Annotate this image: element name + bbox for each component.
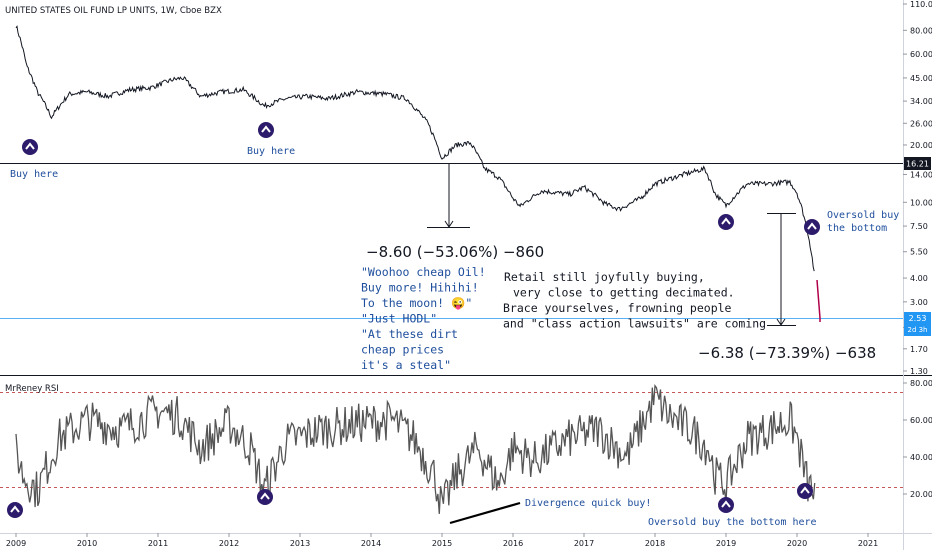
measure-arrow-2[interactable]	[767, 213, 796, 326]
price-tick-label: 80.00	[910, 26, 932, 35]
woohoo-line: "At these dirt	[361, 327, 458, 341]
measure-arrow-1[interactable]	[427, 163, 470, 228]
price-tick-label: 45.00	[910, 74, 932, 83]
price-crash-tail	[816, 279, 821, 322]
time-tick-label: 2012	[219, 539, 239, 548]
price-tick-label: 7.50	[910, 222, 928, 231]
buy-marker-icon[interactable]	[804, 219, 820, 235]
time-tick-label: 2015	[432, 539, 452, 548]
rsi-axis[interactable]: 80.00 60.00 40.00 20.00	[903, 379, 932, 499]
woohoo-line: Buy more! Hihihi!	[361, 281, 479, 295]
price-tick-label: 1.70	[910, 345, 928, 354]
retail-line: Retail still joyfully buying,	[504, 270, 705, 284]
woohoo-line: To the moon! 😜"	[361, 296, 472, 310]
price-tick-label: 4.00	[910, 274, 928, 283]
price-series-line	[15, 25, 815, 272]
rsi-title: MrReney RSI	[5, 384, 59, 394]
time-tick-label: 2011	[148, 539, 168, 548]
buy-marker-icon[interactable]	[7, 502, 23, 518]
chart-title: UNITED STATES OIL FUND LP UNITS, 1W, Cbo…	[5, 6, 222, 16]
retail-line: very close to getting decimated.	[513, 286, 735, 300]
price-tick-label: 10.00	[910, 198, 932, 207]
time-tick-label: 2009	[6, 539, 26, 548]
retail-line: and "class action lawsuits" are coming	[503, 317, 766, 331]
oversold-label-line-1: Oversold buy	[827, 210, 899, 221]
svg-text:16.21: 16.21	[906, 160, 929, 169]
woohoo-line: "Just HODL"	[361, 312, 437, 326]
price-tick-label: 60.00	[910, 50, 932, 59]
woohoo-line: cheap prices	[361, 343, 444, 357]
retail-line: Brace yourselves, frowning people	[503, 301, 732, 315]
price-tick-label: 5.50	[910, 248, 928, 257]
price-tick-label: 14.00	[910, 170, 932, 179]
buy-marker-icon[interactable]	[718, 214, 734, 230]
time-tick-label: 2010	[77, 539, 97, 548]
rsi-tick-label: 60.00	[910, 416, 932, 425]
rsi-tick-label: 40.00	[910, 453, 932, 462]
svg-text:2d 3h: 2d 3h	[907, 326, 927, 334]
buy-marker-icon[interactable]	[22, 139, 38, 155]
time-tick-label: 2013	[290, 539, 310, 548]
time-tick-label: 2017	[574, 539, 594, 548]
measure-label-2: −6.38 (−73.39%) −638	[698, 344, 876, 362]
buy-marker-icon[interactable]	[257, 489, 273, 505]
buy-marker-icon[interactable]	[797, 483, 813, 499]
price-tick-label: 20.00	[910, 141, 932, 150]
svg-text:2.53: 2.53	[909, 314, 927, 323]
rsi-tick-label: 80.00	[910, 379, 932, 388]
price-tick-label: 110.00	[910, 0, 932, 9]
retail-note: Retail still joyfully buying, very close …	[503, 270, 766, 331]
price-pane[interactable]	[0, 0, 903, 374]
price-level-tag[interactable]: 16.21	[904, 157, 931, 170]
measure-label-1: −8.60 (−53.06%) −860	[366, 243, 544, 261]
time-tick-label: 2020	[787, 539, 807, 548]
last-price-tag[interactable]: 2.53 2d 3h	[904, 312, 931, 336]
time-tick-label: 2014	[361, 539, 381, 548]
buy-marker-icon[interactable]	[718, 497, 734, 513]
oversold-label-line-2: the bottom	[827, 223, 887, 234]
time-axis[interactable]: 2009 2010 2011 2012 2013 2014 2015 2016 2017 2018…	[6, 533, 878, 548]
woohoo-note: "Woohoo cheap Oil! Buy more! Hihihi!To th…	[361, 265, 486, 372]
rsi-series-line	[15, 383, 816, 514]
price-tick-label: 26.00	[910, 119, 932, 128]
price-tick-label: 1.30	[910, 367, 928, 376]
rsi-tick-label: 20.00	[910, 490, 932, 499]
rsi-pane[interactable]	[0, 377, 903, 533]
woohoo-line: it's a steal"	[361, 358, 451, 372]
price-tick-label: 34.00	[910, 97, 932, 106]
time-tick-label: 2016	[503, 539, 523, 548]
time-tick-label: 2019	[716, 539, 736, 548]
oversold-rsi-label: Oversold buy the bottom here	[648, 517, 817, 528]
buy-here-label-2: Buy here	[247, 146, 295, 157]
woohoo-line: "Woohoo cheap Oil!	[361, 265, 486, 279]
divergence-line[interactable]	[449, 501, 521, 525]
buy-marker-icon[interactable]	[258, 122, 274, 138]
buy-here-label-1: Buy here	[10, 169, 58, 180]
price-tick-label: 3.00	[910, 298, 928, 307]
time-tick-label: 2018	[645, 539, 665, 548]
time-tick-label: 2021	[858, 539, 878, 548]
divergence-label: Divergence quick buy!	[525, 498, 651, 509]
